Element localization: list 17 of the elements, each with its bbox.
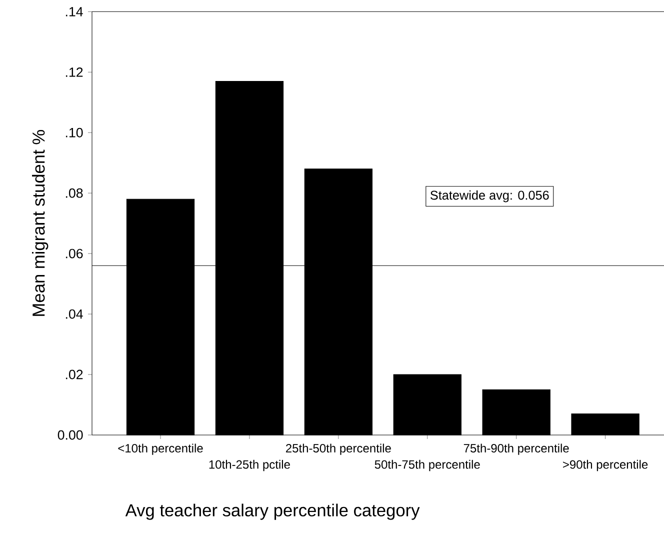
y-tick-label: .14 <box>66 7 83 16</box>
ref-line-label: Statewide avg: 0.056 <box>430 190 549 202</box>
x-tick-label: <10th percentile <box>118 444 203 455</box>
x-tick-label: 25th-50th percentile <box>286 444 391 455</box>
x-tick-label: >90th percentile <box>563 460 648 472</box>
y-tick-label: .12 <box>66 67 83 77</box>
x-axis-title: Avg teacher salary percentile category <box>125 504 420 520</box>
y-tick-label: .02 <box>66 370 83 380</box>
y-tick-label: .06 <box>66 248 83 258</box>
x-tick-label: 75th-90th percentile <box>464 444 569 455</box>
x-tick-label: 50th-75th percentile <box>374 460 480 472</box>
y-tick-label: .08 <box>66 188 83 198</box>
y-tick-label: .10 <box>66 128 83 138</box>
y-tick-label: 0.00 <box>58 430 83 440</box>
x-tick-label: 10th-25th pctile <box>209 460 290 472</box>
y-axis-title: Mean migrant student % <box>32 130 48 316</box>
y-tick-label: .04 <box>66 309 83 319</box>
